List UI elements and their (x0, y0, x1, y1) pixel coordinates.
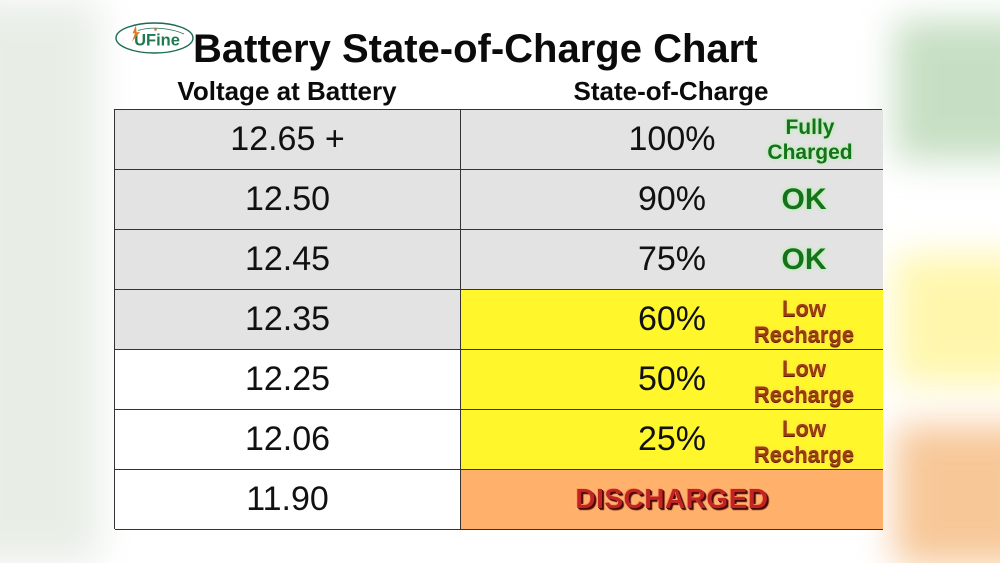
svg-text:UFine: UFine (134, 32, 180, 50)
